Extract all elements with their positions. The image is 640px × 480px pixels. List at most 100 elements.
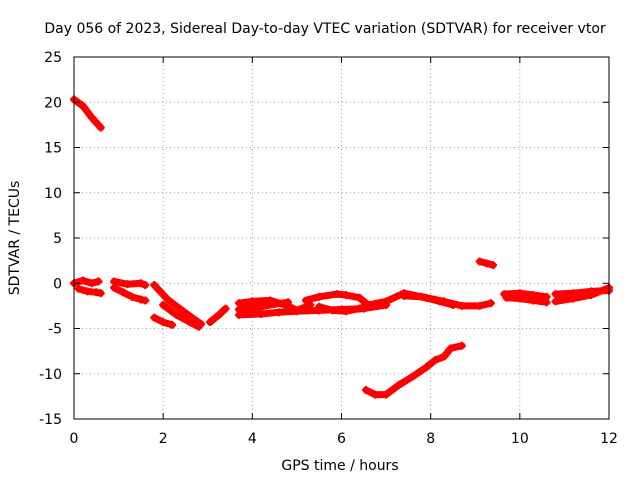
data-point — [185, 318, 194, 327]
data-point — [457, 341, 466, 350]
data-point — [234, 305, 243, 314]
data-point — [159, 318, 168, 327]
data-point — [163, 295, 172, 304]
data-point — [119, 288, 128, 297]
data-point — [399, 291, 408, 300]
data-point — [96, 289, 105, 298]
data-point — [542, 298, 551, 307]
data-point — [489, 261, 498, 270]
x-tick-labels: 0 2 4 6 8 10 12 — [70, 431, 618, 447]
data-arc — [502, 293, 551, 307]
data-point — [422, 363, 431, 372]
data-point — [551, 290, 560, 299]
data-point — [355, 293, 364, 302]
y-tick-label: -15 — [39, 412, 62, 428]
data-point — [382, 390, 391, 399]
y-tick-label: 20 — [44, 95, 62, 111]
data-point — [94, 277, 103, 286]
data-point — [284, 298, 292, 307]
data-arc — [110, 283, 150, 305]
data-point — [408, 372, 417, 381]
data-point — [475, 301, 484, 310]
x-tick-label: 12 — [600, 431, 618, 447]
data-point — [248, 297, 257, 306]
x-tick-label: 0 — [70, 431, 79, 447]
data-point — [341, 307, 350, 316]
data-arc — [159, 300, 203, 331]
y-tick-label: 25 — [44, 50, 62, 66]
data-point — [440, 352, 449, 361]
data-point — [270, 300, 279, 309]
data-line — [362, 342, 466, 399]
data-arc — [70, 276, 103, 288]
data-point — [159, 300, 168, 309]
y-tick-label: -10 — [39, 367, 62, 383]
data-point — [417, 292, 426, 301]
data-point — [150, 281, 159, 290]
data-point — [569, 289, 578, 298]
data-point — [141, 281, 150, 290]
data-point — [177, 305, 185, 314]
data-point — [475, 257, 484, 266]
data-line — [235, 298, 292, 313]
data-point — [292, 306, 301, 315]
data-line — [552, 287, 613, 298]
data-point — [370, 390, 379, 399]
data-point — [136, 279, 145, 288]
data-point — [172, 310, 181, 319]
data-point — [110, 283, 119, 292]
data-point — [150, 313, 159, 322]
data-arc — [110, 277, 150, 290]
data-point — [448, 300, 457, 309]
data-point — [74, 284, 83, 293]
data-arc — [70, 95, 105, 132]
data-arc — [362, 341, 466, 399]
y-tick-label: 0 — [53, 276, 62, 292]
x-tick-label: 8 — [426, 431, 435, 447]
data-point — [87, 113, 96, 122]
data-line — [503, 294, 551, 306]
data-point — [123, 280, 132, 289]
data-point — [127, 292, 136, 301]
data-point — [78, 101, 87, 110]
data-line — [500, 289, 551, 301]
data-point — [382, 297, 391, 306]
data-point — [168, 320, 177, 329]
data-arc — [399, 291, 457, 309]
x-tick-label: 2 — [159, 431, 168, 447]
data-line — [400, 292, 457, 309]
data-point — [275, 308, 284, 317]
data-point — [457, 301, 466, 310]
data-point — [301, 296, 310, 305]
data-point — [502, 293, 511, 302]
data-point — [214, 310, 223, 319]
data-point — [587, 287, 596, 296]
data-point — [257, 310, 266, 319]
data-arc — [150, 313, 177, 329]
data-arc — [301, 290, 373, 309]
y-tick-label: -5 — [48, 322, 62, 338]
data-point — [83, 287, 92, 296]
x-tick-label: 4 — [248, 431, 257, 447]
data-point — [529, 296, 538, 305]
data-point — [515, 294, 524, 303]
data-arc — [475, 257, 498, 270]
axis-ticks — [73, 56, 610, 420]
data-point — [446, 344, 455, 353]
data-point — [194, 322, 203, 331]
data-point — [551, 297, 560, 306]
data-point — [252, 303, 261, 312]
data-point — [96, 123, 105, 132]
x-tick-label: 6 — [337, 431, 346, 447]
y-tick-labels: -15 -10 -5 0 5 10 15 20 25 — [39, 50, 62, 428]
y-axis-label: SDTVAR / TECUs — [7, 181, 23, 296]
data-point — [486, 299, 495, 308]
data-arc — [205, 304, 230, 327]
data-point — [362, 386, 371, 395]
data-point — [482, 259, 491, 268]
grid-lines — [74, 57, 609, 419]
data-arc — [500, 289, 551, 301]
data-point — [341, 291, 350, 300]
data-arc — [74, 284, 105, 298]
